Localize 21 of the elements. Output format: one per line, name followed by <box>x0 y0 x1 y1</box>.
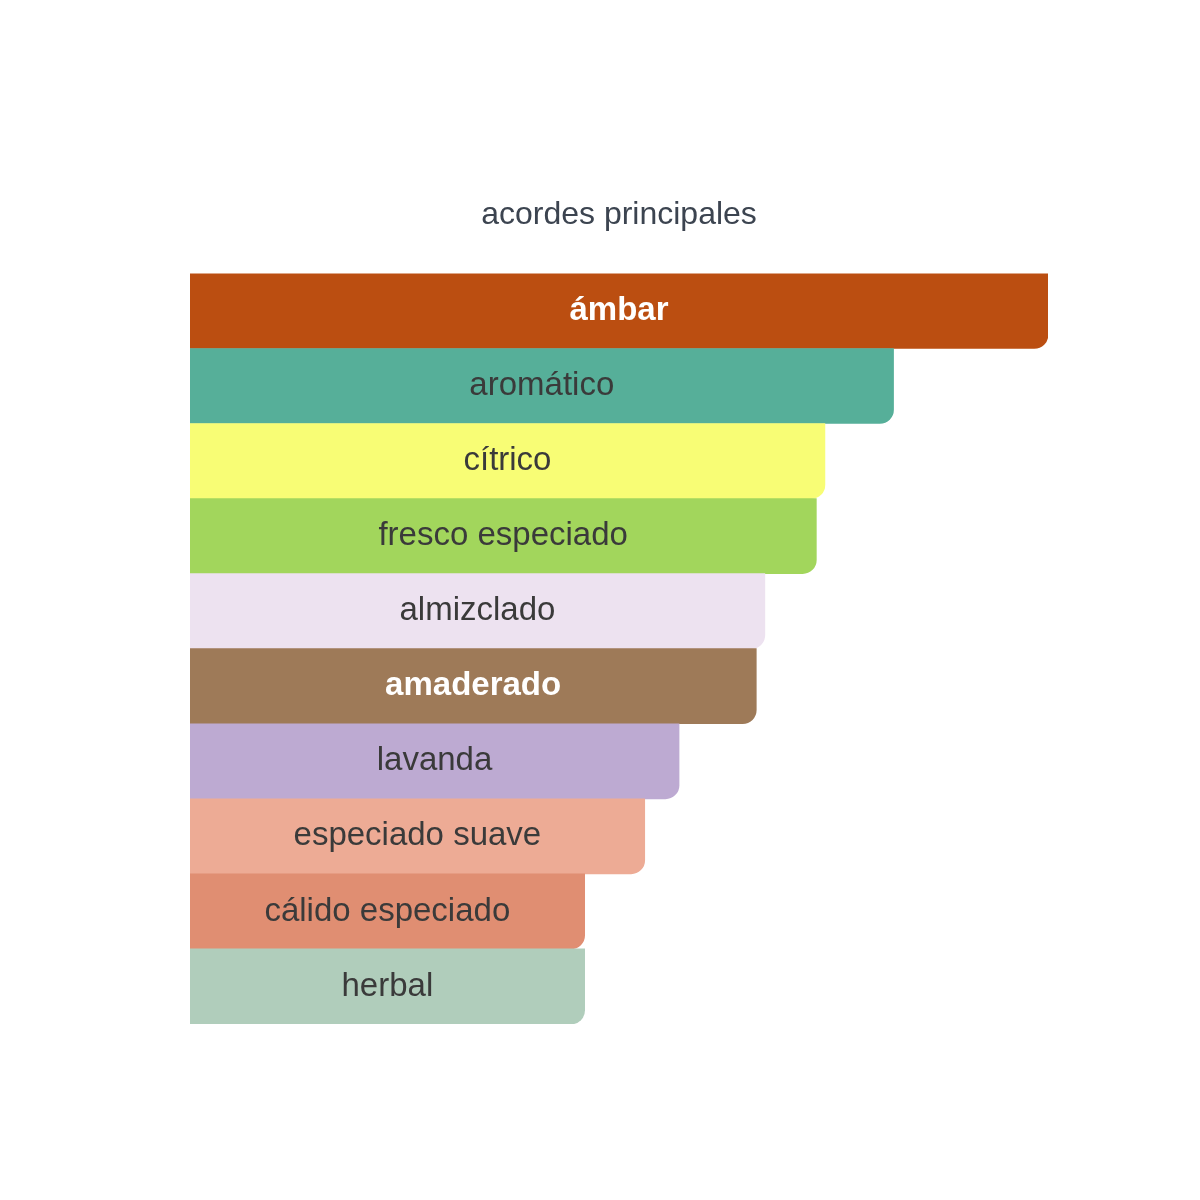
bar <box>190 273 1048 349</box>
chart-title: acordes principales <box>481 195 757 232</box>
bar <box>190 648 757 725</box>
bar <box>190 348 894 424</box>
bar <box>190 873 586 950</box>
bar <box>190 498 817 574</box>
y-tick-label: ámbar <box>569 290 669 328</box>
y-tick-label: lavanda <box>376 740 493 778</box>
y-tick-label: cítrico <box>463 440 552 478</box>
bar <box>190 573 766 650</box>
y-tick-label: cálido especiado <box>264 890 511 928</box>
y-tick-label: herbal <box>341 965 434 1003</box>
bar <box>190 423 826 499</box>
y-tick-label: especiado suave <box>293 815 542 853</box>
bar <box>190 723 680 800</box>
y-tick-label: fresco especiado <box>378 515 628 553</box>
bar <box>190 798 646 875</box>
y-tick-label: aromático <box>469 365 615 403</box>
bar <box>190 948 586 1024</box>
y-tick-label: almizclado <box>399 590 556 628</box>
y-tick-label: amaderado <box>385 665 562 703</box>
